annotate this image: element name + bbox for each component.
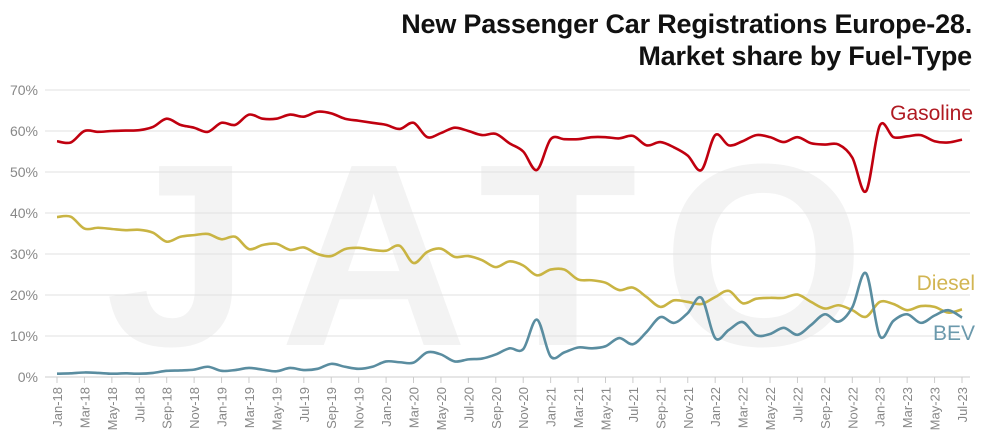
x-tick-label: May-21 — [598, 387, 613, 430]
series-label-bev: BEV — [933, 322, 975, 345]
chart-title-block: New Passenger Car Registrations Europe-2… — [401, 8, 972, 72]
y-tick-label: 0% — [18, 369, 38, 385]
x-tick-label: Mar-18 — [77, 387, 92, 428]
x-tick-label: Jul-18 — [132, 387, 147, 422]
y-tick-label: 40% — [10, 205, 38, 221]
x-tick-label: Jul-22 — [790, 387, 805, 422]
x-tick-label: Mar-23 — [900, 387, 915, 428]
x-tick-label: Sep-20 — [489, 387, 504, 429]
x-tick-label: Mar-22 — [736, 387, 751, 428]
y-tick-label: 10% — [10, 328, 38, 344]
x-tick-label: Sep-18 — [160, 387, 175, 429]
x-tick-label: Mar-19 — [242, 387, 257, 428]
x-tick-label: Nov-19 — [352, 387, 367, 429]
chart-subtitle: Market share by Fuel-Type — [638, 41, 972, 71]
x-tick-label: Jul-21 — [626, 387, 641, 422]
y-tick-label: 60% — [10, 123, 38, 139]
y-tick-label: 50% — [10, 164, 38, 180]
x-tick-label: Sep-19 — [324, 387, 339, 429]
x-tick-label: Nov-21 — [681, 387, 696, 429]
x-tick-label: Mar-20 — [407, 387, 422, 428]
x-tick-label: May-19 — [269, 387, 284, 430]
x-tick-label: Jan-18 — [50, 387, 65, 427]
x-tick-label: Nov-22 — [845, 387, 860, 429]
x-tick-label: Jan-21 — [544, 387, 559, 427]
series-label-diesel: Diesel — [917, 272, 975, 295]
x-tick-label: Jan-20 — [379, 387, 394, 427]
x-tick-label: Jan-23 — [873, 387, 888, 427]
x-tick-label: May-18 — [105, 387, 120, 430]
x-tick-label: Sep-21 — [653, 387, 668, 429]
watermark-logo: JATO — [105, 111, 894, 401]
x-tick-label: May-22 — [763, 387, 778, 430]
x-tick-label: Jul-23 — [955, 387, 970, 422]
y-tick-label: 70% — [10, 82, 38, 98]
x-tick-label: Sep-22 — [818, 387, 833, 429]
x-tick-label: May-20 — [434, 387, 449, 430]
series-line-gasoline — [56, 110, 963, 193]
x-tick-label: Mar-21 — [571, 387, 586, 428]
x-tick-label: Nov-18 — [187, 387, 202, 429]
x-tick-label: Jan-22 — [708, 387, 723, 427]
x-tick-label: Jan-19 — [215, 387, 230, 427]
y-tick-label: 20% — [10, 287, 38, 303]
series-line-diesel — [56, 214, 963, 319]
x-tick-label: Jul-20 — [461, 387, 476, 422]
x-tick-label: Nov-20 — [516, 387, 531, 429]
y-tick-label: 30% — [10, 246, 38, 262]
chart-title: New Passenger Car Registrations Europe-2… — [401, 9, 972, 39]
series-label-gasoline: Gasoline — [890, 102, 973, 125]
series-line-bev — [56, 271, 963, 376]
x-tick-label: May-23 — [928, 387, 943, 430]
x-tick-label: Jul-19 — [297, 387, 312, 422]
